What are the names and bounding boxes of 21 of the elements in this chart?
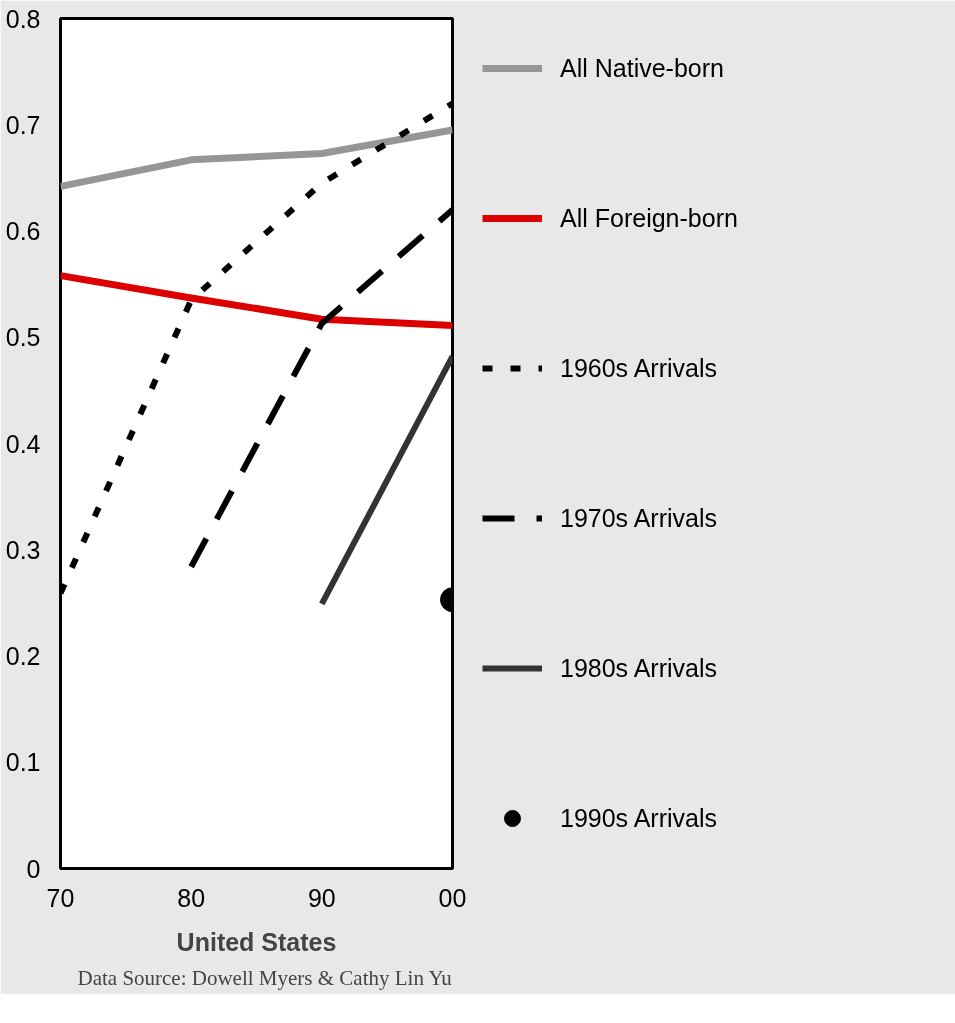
legend-label: All Native-born [560, 53, 724, 83]
legend-label: 1970s Arrivals [560, 503, 718, 533]
x-tick-label: 70 [46, 883, 75, 912]
y-tick-label: 0.5 [5, 323, 41, 352]
y-tick-label: 0.6 [5, 217, 41, 245]
y-tick-label: 0.4 [5, 429, 41, 458]
x-axis-title: United States [176, 927, 337, 956]
y-tick-label: 0.1 [5, 748, 41, 777]
y-tick-label: 0 [26, 854, 41, 883]
y-tick-label: 0.2 [5, 642, 41, 670]
y-tick-label: 0.8 [5, 4, 41, 33]
y-tick-label: 0.7 [5, 110, 41, 139]
source-note: Data Source: Dowell Myers & Cathy Lin Yu [77, 965, 453, 990]
legend-label: All Foreign-born [560, 203, 738, 233]
x-tick-label: 80 [177, 883, 206, 912]
y-tick-label: 0.3 [5, 535, 41, 564]
legend-label: 1960s Arrivals [560, 353, 718, 383]
legend-label: 1990s Arrivals [560, 803, 718, 833]
x-tick-label: 00 [438, 883, 467, 912]
legend-label: 1980s Arrivals [560, 653, 718, 683]
x-tick-label: 90 [307, 883, 336, 912]
